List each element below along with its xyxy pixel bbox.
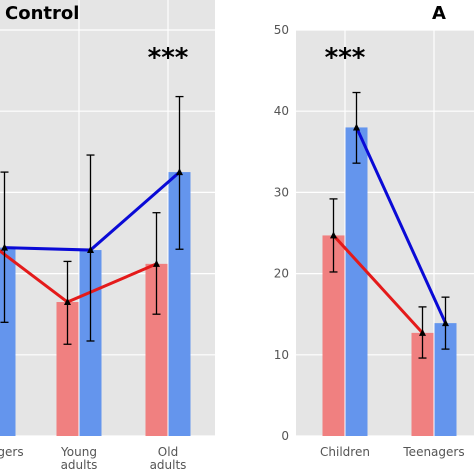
point-marker [64, 298, 71, 306]
significance-annotation: *** [148, 43, 189, 73]
chart-control: TeenagersYoungadultsOldadults Control **… [0, 0, 215, 472]
bar-series-2 [0, 247, 16, 436]
chart-a: 0 10 20 30 40 50 Children Teenagers A *** [274, 3, 474, 459]
x-tick-label: adults [150, 458, 187, 472]
y-tick-labels: 0 10 20 30 40 50 [274, 23, 289, 443]
point-marker [1, 243, 8, 251]
y-tick-label: 50 [274, 23, 289, 37]
bar-series-2 [79, 250, 102, 436]
x-tick-label: Teenagers [402, 445, 464, 459]
bar-series-1 [56, 302, 79, 436]
y-tick-label: 20 [274, 267, 289, 281]
x-tick-label: adults [61, 458, 98, 472]
point-marker [330, 231, 337, 239]
line-series-1 [332, 234, 424, 334]
x-tick-label: Teenagers [0, 445, 24, 459]
x-tick-label: Children [320, 445, 370, 459]
bar-series-2 [434, 323, 457, 436]
bar-series-2 [168, 172, 191, 436]
point-marker [87, 246, 94, 254]
bar-series-1 [322, 235, 345, 436]
x-tick-labels: Children Teenagers [320, 445, 465, 459]
y-tick-label: 10 [274, 348, 289, 362]
bar-series-1 [411, 332, 434, 436]
y-tick-label: 30 [274, 185, 289, 199]
y-tick-label: 0 [281, 429, 289, 443]
chart-title: A [432, 3, 446, 24]
point-marker [176, 168, 183, 176]
bar-series-2 [345, 127, 368, 436]
x-tick-label: Young [60, 445, 97, 459]
chart-marks [0, 95, 191, 436]
point-marker [419, 328, 426, 336]
significance-annotation: *** [325, 43, 366, 73]
point-marker [153, 259, 160, 267]
point-marker [353, 123, 360, 131]
line-series-2 [355, 126, 447, 324]
y-tick-label: 40 [274, 104, 289, 118]
bar-series-1 [145, 263, 168, 436]
point-marker [442, 319, 449, 327]
x-tick-label: Old [158, 445, 178, 459]
x-tick-labels: TeenagersYoungadultsOldadults [0, 445, 186, 472]
chart-title: Control [5, 3, 79, 24]
chart-marks [322, 91, 457, 436]
